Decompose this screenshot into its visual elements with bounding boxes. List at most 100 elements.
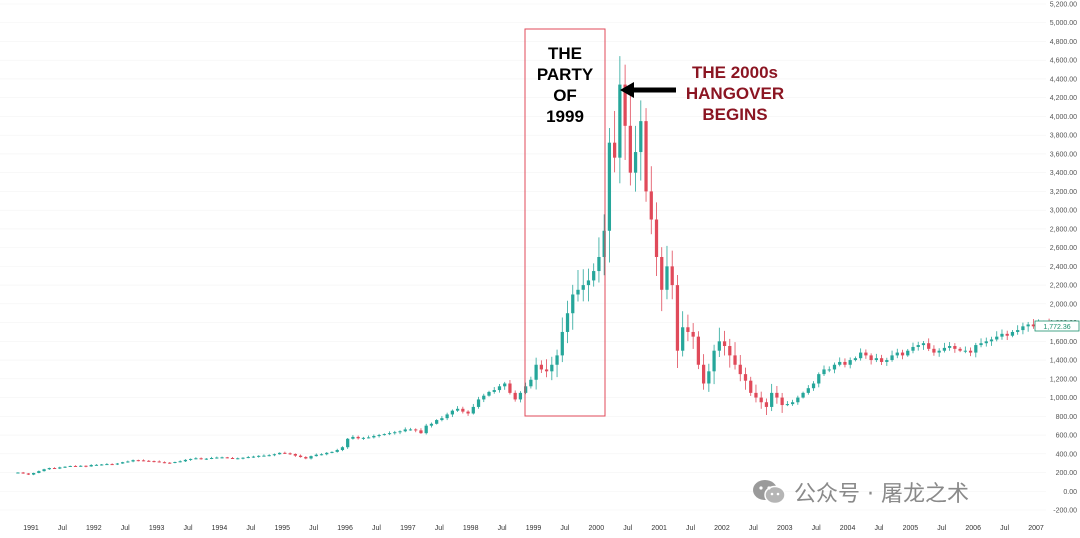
candle xyxy=(372,434,376,439)
candle xyxy=(890,350,894,362)
candle xyxy=(178,460,182,463)
candle xyxy=(84,465,88,468)
candle xyxy=(199,457,203,460)
party-line-4: 1999 xyxy=(546,107,584,126)
candle xyxy=(319,453,324,456)
candle xyxy=(1005,330,1009,341)
x-tick-label: Jul xyxy=(812,525,821,532)
candle xyxy=(843,358,847,368)
candle xyxy=(686,314,690,342)
candle xyxy=(267,454,271,457)
candle xyxy=(681,311,685,357)
candle xyxy=(168,462,172,464)
candles xyxy=(16,56,1051,476)
candle xyxy=(780,392,784,413)
candle xyxy=(58,466,62,470)
y-tick-label: 1,000.00 xyxy=(1050,395,1077,402)
candle xyxy=(414,428,418,433)
candle xyxy=(628,90,632,186)
candle xyxy=(649,166,653,235)
y-tick-label: 400.00 xyxy=(1056,451,1078,458)
candle xyxy=(670,250,674,300)
candle xyxy=(257,455,261,458)
x-tick-label: Jul xyxy=(435,525,444,532)
candle xyxy=(722,330,727,356)
x-tick-label: Jul xyxy=(121,525,130,532)
x-tick-label: Jul xyxy=(498,525,507,532)
candle xyxy=(576,270,580,302)
candle xyxy=(838,357,842,367)
y-tick-label: 0.00 xyxy=(1063,489,1077,496)
candle xyxy=(979,338,983,348)
x-tick-label: 2006 xyxy=(965,525,981,532)
candle xyxy=(707,363,711,392)
candle xyxy=(592,263,596,287)
candle xyxy=(136,459,140,462)
x-tick-label: Jul xyxy=(184,525,193,532)
y-tick-label: 2,000.00 xyxy=(1050,301,1077,308)
candle xyxy=(382,433,386,436)
candle xyxy=(403,427,407,433)
candle xyxy=(770,383,774,412)
candle xyxy=(377,433,381,438)
candle xyxy=(157,460,161,463)
candle xyxy=(236,457,240,460)
candle xyxy=(1000,329,1004,340)
x-tick-label: Jul xyxy=(937,525,946,532)
candle xyxy=(895,348,899,359)
y-tick-label: 200.00 xyxy=(1056,470,1078,477)
x-tick-label: 1995 xyxy=(274,525,290,532)
candle xyxy=(492,387,496,394)
candle xyxy=(340,446,345,452)
y-tick-label: 2,800.00 xyxy=(1050,226,1077,233)
candle xyxy=(361,436,366,440)
candle xyxy=(141,459,146,462)
watermark: 公众号 · 屠龙之术 xyxy=(752,476,969,508)
x-axis: 1991 Jul 1992 Jul 1993 Jul 1994 Jul 1995 Jul 1996 J… xyxy=(23,525,1044,532)
candle xyxy=(314,453,318,457)
candle xyxy=(811,381,816,391)
y-axis: 5,200.00 5,000.00 4,800.00 4,600.00 4,400.00… xyxy=(1050,2,1077,515)
candle xyxy=(79,465,83,467)
candle xyxy=(974,342,978,358)
candle xyxy=(47,467,51,470)
candle xyxy=(293,453,297,457)
x-tick-label: Jul xyxy=(309,525,318,532)
candle xyxy=(859,348,863,361)
candle xyxy=(209,456,214,460)
candle xyxy=(989,336,994,346)
candle xyxy=(63,466,67,469)
x-tick-label: Jul xyxy=(1000,525,1009,532)
candle xyxy=(120,461,125,464)
candle xyxy=(52,467,57,470)
candle xyxy=(131,459,135,463)
candle xyxy=(126,460,130,463)
candle xyxy=(874,353,878,363)
candle xyxy=(461,406,465,414)
candle xyxy=(953,343,957,353)
y-tick-label: 4,600.00 xyxy=(1050,58,1077,65)
y-tick-label: 1,200.00 xyxy=(1050,376,1077,383)
candle xyxy=(272,453,277,457)
candle xyxy=(455,406,460,412)
candle xyxy=(712,344,716,385)
pointer-arrow xyxy=(620,82,676,98)
x-tick-label: Jul xyxy=(874,525,883,532)
candle xyxy=(288,452,292,455)
x-tick-label: 1991 xyxy=(23,525,39,532)
wechat-icon xyxy=(752,478,786,506)
candle xyxy=(544,359,549,378)
candle xyxy=(618,56,622,184)
y-tick-label: 5,200.00 xyxy=(1050,2,1077,9)
candle xyxy=(37,470,41,474)
candle xyxy=(31,472,36,476)
candle xyxy=(419,428,423,434)
candle xyxy=(937,348,941,357)
candle xyxy=(639,100,643,181)
candle xyxy=(42,468,46,472)
candle xyxy=(995,331,999,342)
candle xyxy=(189,458,193,461)
candle xyxy=(565,300,570,344)
candle xyxy=(864,349,868,359)
candle xyxy=(225,456,229,459)
